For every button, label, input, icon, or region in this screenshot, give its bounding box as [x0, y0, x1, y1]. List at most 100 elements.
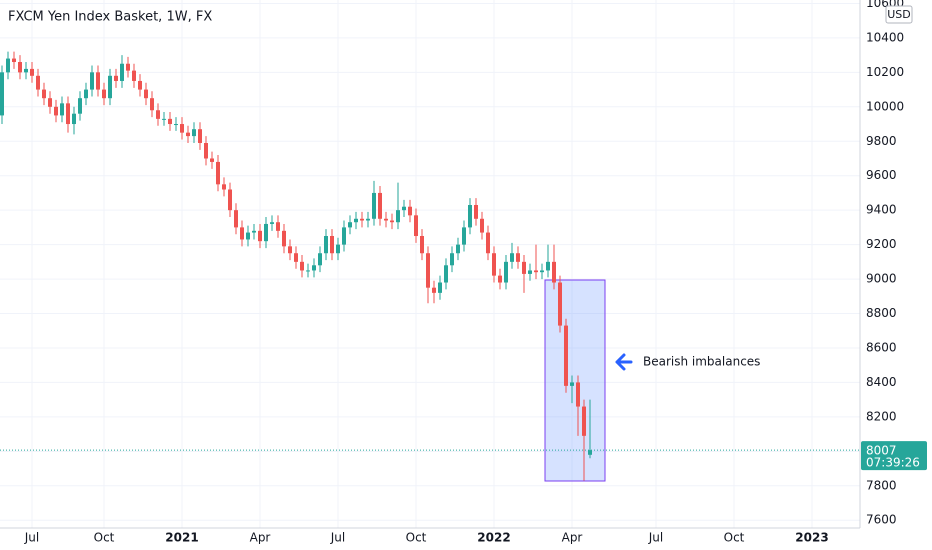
candle-body [234, 210, 238, 228]
candle-body [18, 62, 22, 73]
candle-body [96, 72, 100, 90]
candle-body [210, 158, 214, 162]
candle-body [414, 215, 418, 237]
candle-body [540, 270, 544, 273]
candle-body [0, 72, 4, 116]
candle-body [78, 98, 82, 114]
candle-body [456, 244, 460, 254]
y-tick-label: 8600 [866, 340, 897, 354]
candle-body [588, 450, 592, 455]
y-tick-label: 9600 [866, 168, 897, 182]
candle-body [30, 68, 34, 76]
candle-body [504, 261, 508, 283]
candle-body [294, 253, 298, 262]
currency: USD [887, 8, 911, 21]
price-label-bg [861, 441, 927, 471]
y-tick-label: 7800 [866, 478, 897, 492]
grid [0, 0, 860, 528]
candle-body [12, 58, 16, 63]
candle-body [264, 223, 268, 242]
candle-body [372, 192, 376, 219]
candle-body [156, 110, 160, 119]
countdown: 07:39:26 [866, 456, 920, 470]
y-tick-label: 10600 [866, 0, 904, 10]
x-tick-label: 2021 [165, 531, 198, 545]
candle-body [276, 222, 280, 231]
candle-body [342, 227, 346, 245]
candle-body [378, 192, 382, 219]
candle-body [84, 89, 88, 99]
x-tick-label: Apr [250, 531, 271, 545]
candle-body [120, 63, 124, 81]
y-tick-label: 10200 [866, 65, 904, 79]
candle-body [192, 129, 196, 137]
price-label: 8007 [866, 444, 897, 458]
candle-body [90, 72, 94, 90]
x-tick-label: Jul [24, 531, 39, 545]
candle-body [300, 261, 304, 271]
arrow-icon [615, 353, 633, 371]
candle-body [510, 253, 514, 262]
annotation: Bearish imbalances [643, 355, 760, 369]
x-tick-label: Apr [562, 531, 583, 545]
candle-body [42, 89, 46, 99]
y-tick-label: 9200 [866, 237, 897, 251]
y-tick-label: 10000 [866, 99, 904, 113]
candle-body [258, 230, 262, 242]
candle-body [180, 124, 184, 133]
candle-body [174, 124, 178, 126]
x-tick-label: 2022 [477, 531, 510, 545]
y-tick-label: 9800 [866, 134, 897, 148]
y-tick-label: 8200 [866, 409, 897, 423]
candle-body [270, 222, 274, 224]
x-tick-label: Jul [330, 531, 345, 545]
candle-body [204, 142, 208, 159]
highlight-box [544, 279, 606, 482]
candle-body [528, 270, 532, 274]
candle-body [498, 275, 502, 283]
candle-body [564, 325, 568, 386]
candle-body [228, 189, 232, 211]
candle-body [486, 232, 490, 254]
candle-body [570, 382, 574, 386]
candle-body [132, 70, 136, 81]
candle-body [348, 222, 352, 228]
candle-body [72, 113, 76, 125]
candle-body [432, 287, 436, 293]
candle-body [474, 204, 478, 219]
candle-body [402, 206, 406, 211]
candle-body [558, 282, 562, 326]
candle-body [282, 230, 286, 247]
candle-body [444, 265, 448, 283]
candle-body [144, 89, 148, 99]
x-tick-label: Jul [648, 531, 663, 545]
candle-body [360, 218, 364, 221]
candle-body [450, 253, 454, 266]
candle-body [198, 129, 202, 143]
candle-body [216, 161, 220, 185]
candle-body [582, 406, 586, 436]
candle-body [126, 63, 130, 71]
candle-body [438, 282, 442, 293]
candle-body [354, 218, 358, 223]
x-tick-label: Oct [94, 531, 115, 545]
candle-body [552, 261, 556, 283]
candle-body [24, 68, 28, 73]
y-tick-label: 7600 [866, 513, 897, 527]
candle-body [318, 253, 322, 266]
candle-body [306, 270, 310, 272]
candle-body [330, 236, 334, 254]
axes: 7600780080008200840086008800900092009400… [24, 0, 927, 545]
candle-body [66, 103, 70, 125]
candle-body [468, 204, 472, 228]
candle-body [114, 75, 118, 81]
x-tick-label: 2023 [795, 531, 828, 545]
y-tick-label: 8400 [866, 375, 897, 389]
currency-badge [885, 5, 913, 24]
candle-body [186, 132, 190, 137]
candle-body [324, 236, 328, 254]
candle-body [534, 270, 538, 273]
candle-body [516, 253, 520, 262]
candle-body [390, 220, 394, 223]
